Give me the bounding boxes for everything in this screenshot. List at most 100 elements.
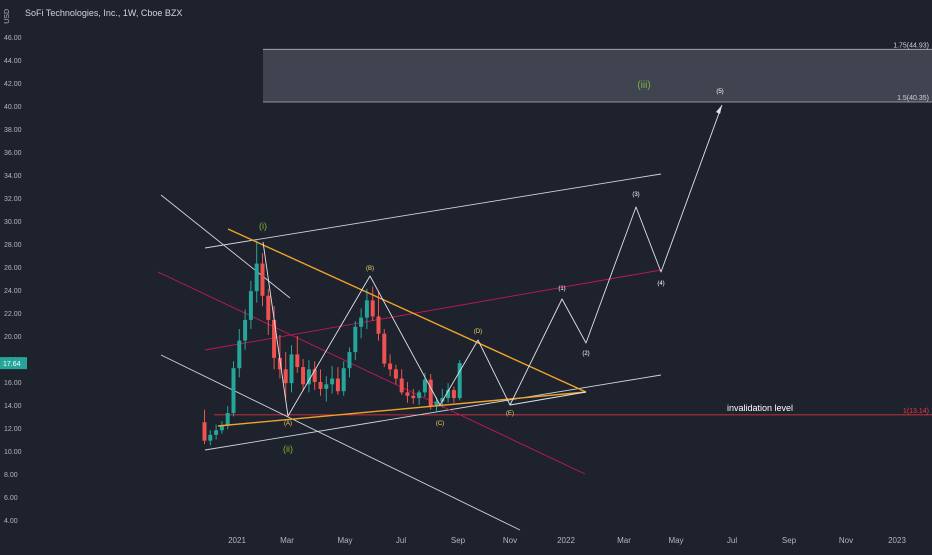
- y-axis-tick-label: 22.00: [4, 311, 22, 318]
- y-axis-tick-label: 30.00: [4, 219, 22, 226]
- wave-label-ii: (ii): [283, 444, 293, 454]
- y-axis-tick-label: 36.00: [4, 150, 22, 157]
- candle-body: [237, 340, 242, 369]
- projected-wave-path: [509, 104, 723, 406]
- candle-body: [359, 317, 364, 327]
- wave-label-iii: (iii): [637, 80, 650, 91]
- y-axis-tick-label: 42.00: [4, 81, 22, 88]
- candle-body: [243, 319, 248, 341]
- invalidation-label: invalidation level: [727, 403, 793, 413]
- y-axis-tick-label: 4.00: [4, 518, 18, 525]
- candle-body: [446, 390, 451, 399]
- fib-target-zone: [263, 49, 932, 102]
- invalidation-value-label: 1(13.14): [903, 408, 929, 415]
- candle-body: [214, 430, 219, 435]
- wave-label-1: (1): [558, 286, 565, 292]
- candle-body: [266, 295, 271, 320]
- x-axis-tick-label: 2023: [888, 536, 906, 545]
- x-axis-tick-label: Jul: [396, 536, 406, 545]
- y-axis-tick-label: 32.00: [4, 196, 22, 203]
- candle-body: [330, 378, 335, 385]
- x-axis-tick-label: Sep: [782, 536, 797, 545]
- candle-body: [219, 425, 224, 431]
- candle-body: [440, 398, 445, 402]
- x-axis-tick-label: Nov: [839, 536, 853, 545]
- candle-body: [289, 354, 294, 384]
- y-axis-tick-label: 12.00: [4, 426, 22, 433]
- x-axis-tick-label: Jul: [727, 536, 737, 545]
- wave-label-B: (B): [366, 266, 374, 272]
- candle-body: [399, 378, 404, 393]
- candle-body: [347, 352, 352, 369]
- candle-body: [306, 369, 311, 385]
- wave-label-A: (A): [284, 421, 292, 427]
- x-axis-tick-label: Mar: [280, 536, 294, 545]
- fib-1-75-label: 1.75(44.93): [893, 42, 929, 49]
- y-axis-tick-label: 16.00: [4, 380, 22, 387]
- projection-arrow-head: [716, 105, 722, 114]
- candle-body: [388, 363, 393, 370]
- channel-red-rising: [204, 269, 662, 351]
- candle-body: [318, 382, 323, 389]
- y-axis-tick-label: 28.00: [4, 242, 22, 249]
- triangle-lower-line: [217, 391, 587, 427]
- candle-body: [312, 369, 317, 382]
- symbol-title[interactable]: SoFi Technologies, Inc., 1W, Cboe BZX: [25, 8, 183, 18]
- candle-body: [434, 401, 439, 407]
- candle-body: [457, 363, 462, 399]
- candle-body: [272, 319, 277, 358]
- wave-label-2: (2): [582, 351, 589, 357]
- y-axis-tick-label: 14.00: [4, 403, 22, 410]
- candle-body: [411, 395, 416, 399]
- y-axis-tick-label: 6.00: [4, 495, 18, 502]
- candle-body: [324, 384, 329, 389]
- candle-body: [370, 300, 375, 317]
- channel-spacer: [290, 282, 560, 298]
- candle-body: [364, 300, 369, 318]
- candle-body: [248, 291, 253, 320]
- candle-body: [225, 413, 230, 426]
- candle-body: [283, 369, 288, 384]
- y-axis-tick-label: 26.00: [4, 265, 22, 272]
- y-axis-tick-label: 40.00: [4, 104, 22, 111]
- y-axis-tick-label: 38.00: [4, 127, 22, 134]
- fib-1-5-label: 1.5(40.35): [897, 95, 929, 102]
- x-axis-tick-label: 2021: [228, 536, 246, 545]
- candle-body: [353, 326, 358, 353]
- wave-label-C: (C): [436, 421, 444, 427]
- channel-lower-white-descending: [160, 354, 521, 531]
- channel-red-descending: [157, 271, 586, 475]
- candle-body: [422, 379, 427, 393]
- candle-body: [301, 367, 306, 385]
- candle-body: [393, 369, 398, 379]
- wave-label-5: (5): [716, 89, 723, 95]
- y-axis-tick-label: 34.00: [4, 173, 22, 180]
- candle-body: [254, 263, 259, 292]
- candle-body: [231, 368, 236, 414]
- candle-body: [277, 357, 282, 370]
- candle-body: [208, 434, 213, 441]
- candle-body: [405, 392, 410, 396]
- candle-body: [428, 379, 433, 407]
- x-axis-tick-label: 2022: [557, 536, 575, 545]
- x-axis-tick-label: May: [668, 536, 683, 545]
- wave-label-i: (i): [259, 221, 267, 231]
- last-price-label: 17.64: [3, 361, 21, 368]
- y-axis-tick-label: 44.00: [4, 58, 22, 65]
- wave-label-4: (4): [657, 281, 664, 287]
- x-axis-tick-label: May: [337, 536, 352, 545]
- candle-body: [451, 390, 456, 399]
- triangle-upper-line: [227, 228, 587, 393]
- y-axis-tick-label: 24.00: [4, 288, 22, 295]
- candle-body: [202, 422, 207, 441]
- wave-label-D: (D): [474, 329, 482, 335]
- x-axis-tick-label: Mar: [617, 536, 631, 545]
- channel-lower-white: [204, 374, 662, 451]
- candle-body: [382, 333, 387, 364]
- candle-body: [376, 316, 381, 334]
- candle-body: [295, 354, 300, 368]
- last-price-badge: [0, 357, 27, 370]
- y-axis-tick-label: 46.00: [4, 35, 22, 42]
